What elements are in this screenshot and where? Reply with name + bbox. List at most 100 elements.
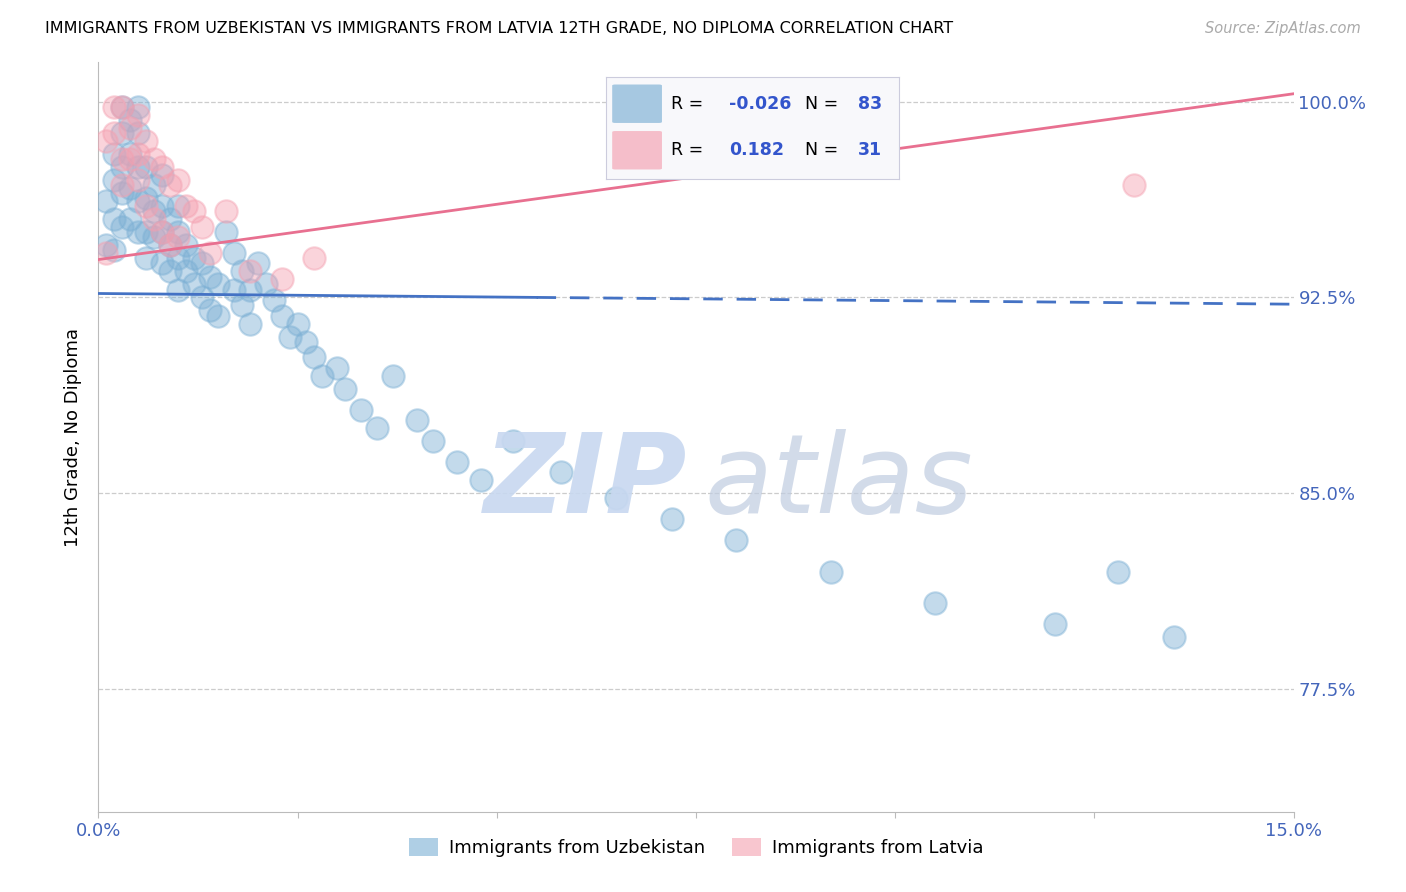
Point (120, 180, 142, 194)
Point (103, 212, 125, 227)
Point (111, 126, 134, 140)
Point (191, 290, 214, 304)
Point (270, 272, 292, 286)
Point (207, 309, 229, 323)
Point (422, 434, 444, 448)
Text: Source: ZipAtlas.com: Source: ZipAtlas.com (1205, 21, 1361, 37)
Point (287, 317, 309, 331)
Point (239, 264, 262, 278)
Point (661, 512, 683, 526)
Point (127, 225, 149, 239)
Point (127, 194, 149, 208)
Point (231, 298, 253, 312)
Point (215, 204, 238, 219)
Point (135, 160, 157, 174)
Point (159, 264, 181, 278)
Point (135, 191, 157, 205)
Point (103, 146, 125, 161)
Point (183, 277, 205, 292)
Point (167, 230, 190, 244)
Point (502, 434, 524, 448)
Point (263, 293, 285, 307)
Point (183, 204, 205, 219)
Point (143, 152, 166, 166)
Point (127, 160, 149, 174)
Point (120, 146, 142, 161)
Point (278, 329, 301, 343)
Point (96, 246, 118, 260)
Point (191, 256, 214, 270)
Point (150, 225, 173, 239)
Point (135, 134, 157, 148)
Point (198, 269, 221, 284)
Point (150, 199, 173, 213)
Point (246, 256, 269, 270)
Legend: Immigrants from Uzbekistan, Immigrants from Latvia: Immigrants from Uzbekistan, Immigrants f… (402, 830, 990, 864)
Point (120, 152, 142, 166)
Point (143, 212, 166, 227)
Point (167, 252, 190, 266)
Point (326, 360, 349, 375)
Point (167, 225, 190, 239)
Point (924, 596, 946, 610)
Point (366, 421, 388, 435)
Point (183, 252, 205, 266)
Point (143, 204, 166, 219)
Point (111, 100, 134, 114)
Point (198, 303, 221, 318)
Point (167, 173, 190, 187)
Point (222, 283, 245, 297)
Point (174, 238, 197, 252)
Text: IMMIGRANTS FROM UZBEKISTAN VS IMMIGRANTS FROM LATVIA 12TH GRADE, NO DIPLOMA CORR: IMMIGRANTS FROM UZBEKISTAN VS IMMIGRANTS… (45, 21, 953, 37)
Point (302, 351, 325, 365)
Y-axis label: 12th Grade, No Diploma: 12th Grade, No Diploma (65, 327, 83, 547)
Point (120, 112, 142, 127)
Point (127, 173, 149, 187)
Point (1043, 616, 1066, 631)
Point (254, 277, 277, 292)
Point (215, 225, 238, 239)
Point (1123, 178, 1146, 193)
Point (103, 126, 125, 140)
Point (111, 160, 134, 174)
Point (103, 100, 125, 114)
Point (198, 246, 221, 260)
Point (406, 413, 429, 427)
Point (103, 173, 125, 187)
Point (120, 120, 142, 135)
Point (820, 565, 842, 579)
Point (96, 134, 118, 148)
Point (222, 246, 245, 260)
Point (294, 334, 316, 349)
Point (159, 178, 181, 193)
Text: ZIP: ZIP (484, 428, 688, 535)
Point (470, 473, 492, 487)
Point (96, 238, 118, 252)
Point (724, 533, 747, 548)
Point (135, 252, 157, 266)
Point (150, 225, 173, 239)
Point (143, 178, 166, 193)
Point (103, 244, 125, 258)
Point (239, 283, 262, 297)
Point (174, 199, 197, 213)
Point (127, 126, 149, 140)
Point (207, 277, 229, 292)
Point (1163, 630, 1185, 644)
Point (239, 317, 262, 331)
Point (311, 368, 333, 383)
Point (167, 199, 190, 213)
Point (150, 160, 173, 174)
Point (96, 194, 118, 208)
Point (127, 100, 149, 114)
Point (159, 238, 181, 252)
Point (120, 212, 142, 227)
Point (150, 168, 173, 182)
Point (111, 186, 134, 200)
Point (270, 309, 292, 323)
Point (135, 199, 157, 213)
Point (111, 178, 134, 193)
Point (167, 283, 190, 297)
Point (302, 252, 325, 266)
Point (605, 491, 627, 506)
